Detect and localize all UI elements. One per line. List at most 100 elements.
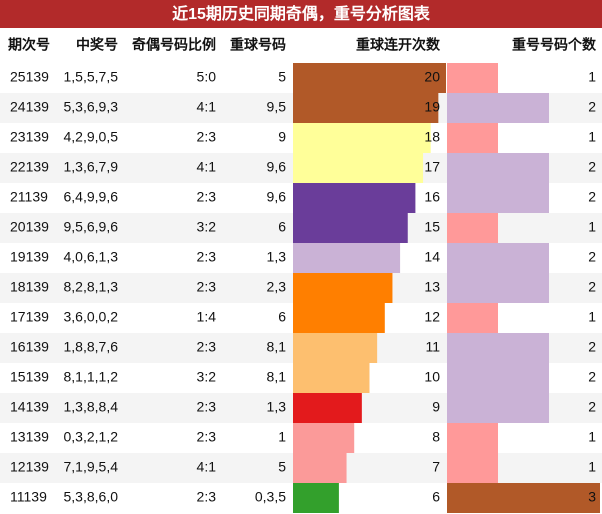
streak-bar: [293, 63, 446, 93]
ratio: 4:1: [197, 459, 217, 475]
ratio: 2:3: [197, 489, 217, 505]
streak-value: 6: [432, 489, 440, 505]
repeat-numbers: 9,6: [267, 189, 287, 205]
streak-bar: [293, 243, 401, 273]
column-header: 重号号码个数: [512, 37, 597, 53]
numbers: 1,5,5,7,5: [64, 69, 119, 85]
count-bar: [447, 423, 498, 453]
numbers: 9,5,6,9,6: [64, 219, 119, 235]
ratio: 2:3: [197, 339, 217, 355]
ratio: 4:1: [197, 99, 217, 115]
period: 12139: [10, 459, 49, 475]
period: 18139: [10, 279, 49, 295]
ratio: 2:3: [197, 279, 217, 295]
streak-bar: [293, 363, 370, 393]
repeat-numbers: 2,3: [267, 279, 287, 295]
period: 24139: [10, 99, 49, 115]
repeat-numbers: 1,3: [267, 399, 287, 415]
streak-value: 15: [424, 219, 440, 235]
ratio: 2:3: [197, 429, 217, 445]
count-bar: [447, 213, 498, 243]
period: 16139: [10, 339, 49, 355]
numbers: 8,2,8,1,3: [64, 279, 119, 295]
streak-bar: [293, 423, 355, 453]
streak-value: 16: [424, 189, 440, 205]
streak-value: 10: [424, 369, 440, 385]
repeat-numbers: 0,3,5: [255, 489, 286, 505]
count-bar: [447, 93, 549, 123]
streak-bar: [293, 483, 339, 513]
repeat-numbers: 9: [278, 129, 286, 145]
repeat-numbers: 1: [278, 429, 286, 445]
title-bar: [0, 0, 602, 28]
numbers: 1,8,8,7,6: [64, 339, 119, 355]
streak-bar: [293, 123, 431, 153]
period: 19139: [10, 249, 49, 265]
ratio: 2:3: [197, 249, 217, 265]
count-bar: [447, 63, 498, 93]
streak-bar: [293, 93, 439, 123]
ratio: 5:0: [197, 69, 217, 85]
count-bar: [447, 153, 549, 183]
column-header: 重球号码: [230, 37, 286, 53]
ratio: 4:1: [197, 159, 217, 175]
numbers: 8,1,1,1,2: [64, 369, 119, 385]
period: 21139: [10, 189, 48, 205]
column-header: 中奖号: [76, 37, 118, 53]
streak-bar: [293, 303, 385, 333]
repeat-numbers: 5: [278, 459, 286, 475]
count-bar: [447, 123, 498, 153]
count-value: 2: [588, 159, 596, 175]
streak-value: 11: [425, 339, 440, 355]
count-value: 1: [588, 459, 596, 475]
count-value: 1: [588, 69, 596, 85]
count-value: 1: [588, 309, 596, 325]
count-value: 1: [588, 429, 596, 445]
streak-value: 7: [432, 459, 440, 475]
count-value: 1: [588, 219, 596, 235]
count-bar: [447, 483, 600, 513]
streak-value: 12: [424, 309, 440, 325]
period: 25139: [10, 69, 49, 85]
repeat-numbers: 1,3: [267, 249, 287, 265]
count-value: 2: [588, 249, 596, 265]
streak-bar: [293, 273, 393, 303]
title: 近15期历史同期奇偶，重号分析图表: [172, 4, 431, 23]
ratio: 2:3: [197, 399, 217, 415]
count-value: 2: [588, 369, 596, 385]
ratio: 2:3: [197, 189, 217, 205]
streak-value: 19: [424, 99, 440, 115]
streak-bar: [293, 333, 378, 363]
count-bar: [447, 303, 498, 333]
count-bar: [447, 363, 549, 393]
streak-bar: [293, 453, 347, 483]
period: 17139: [10, 309, 49, 325]
repeat-numbers: 9,5: [267, 99, 287, 115]
count-bar: [447, 333, 549, 363]
streak-bar: [293, 153, 424, 183]
numbers: 5,3,8,6,0: [64, 489, 119, 505]
column-header: 重球连开次数: [356, 37, 441, 53]
period: 11139: [10, 489, 47, 505]
ratio: 3:2: [197, 369, 217, 385]
count-bar: [447, 393, 549, 423]
numbers: 0,3,2,1,2: [64, 429, 119, 445]
streak-bar: [293, 393, 362, 423]
numbers: 1,3,8,8,4: [64, 399, 119, 415]
repeat-numbers: 8,1: [267, 369, 287, 385]
repeat-numbers: 9,6: [267, 159, 287, 175]
streak-value: 17: [424, 159, 440, 175]
period: 22139: [10, 159, 49, 175]
numbers: 4,0,6,1,3: [64, 249, 119, 265]
streak-value: 8: [432, 429, 440, 445]
count-value: 2: [588, 99, 596, 115]
period: 13139: [10, 429, 49, 445]
period: 14139: [10, 399, 49, 415]
count-value: 1: [588, 129, 596, 145]
count-bar: [447, 183, 549, 213]
period: 15139: [10, 369, 49, 385]
period: 23139: [10, 129, 49, 145]
count-bar: [447, 243, 549, 273]
streak-value: 20: [424, 69, 440, 85]
